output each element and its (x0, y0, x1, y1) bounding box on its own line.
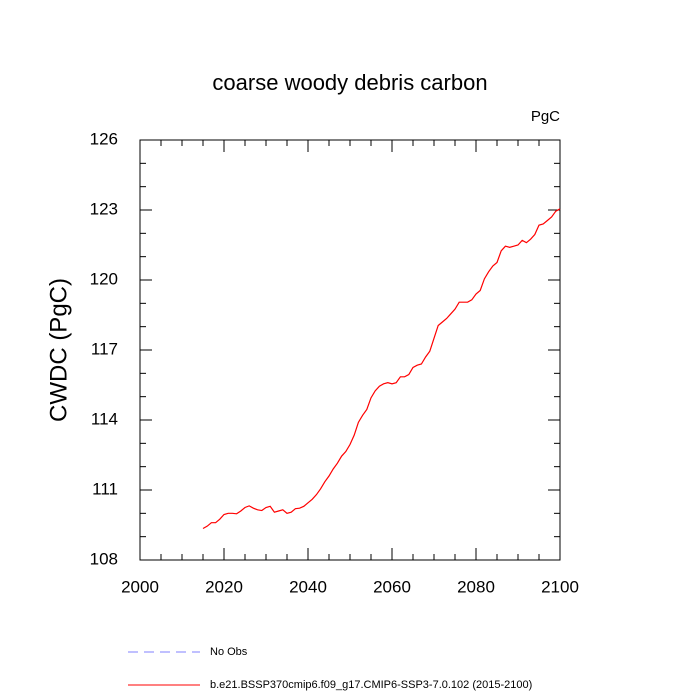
legend-label: No Obs (210, 646, 248, 658)
x-tick-label: 2060 (373, 577, 411, 596)
x-tick-label: 2080 (457, 577, 495, 596)
y-tick-label: 111 (92, 479, 118, 498)
y-tick-label: 108 (90, 549, 118, 568)
legend-label: b.e21.BSSP370cmip6.f09_g17.CMIP6-SSP3-7.… (210, 679, 532, 691)
x-tick-label: 2040 (289, 577, 327, 596)
x-tick-label: 2020 (205, 577, 243, 596)
x-tick-label: 2000 (121, 577, 159, 596)
y-tick-label: 120 (90, 269, 118, 288)
y-tick-label: 117 (91, 339, 118, 358)
y-tick-label: 126 (90, 129, 118, 148)
y-tick-label: 123 (90, 199, 118, 218)
y-tick-label: 114 (91, 409, 118, 428)
chart-title: coarse woody debris carbon (212, 70, 487, 95)
x-tick-label: 2100 (541, 577, 579, 596)
y-axis-label: CWDC (PgC) (45, 278, 72, 422)
data-line (202, 208, 561, 530)
units-label: PgC (531, 108, 560, 125)
plot-frame (139, 139, 561, 561)
